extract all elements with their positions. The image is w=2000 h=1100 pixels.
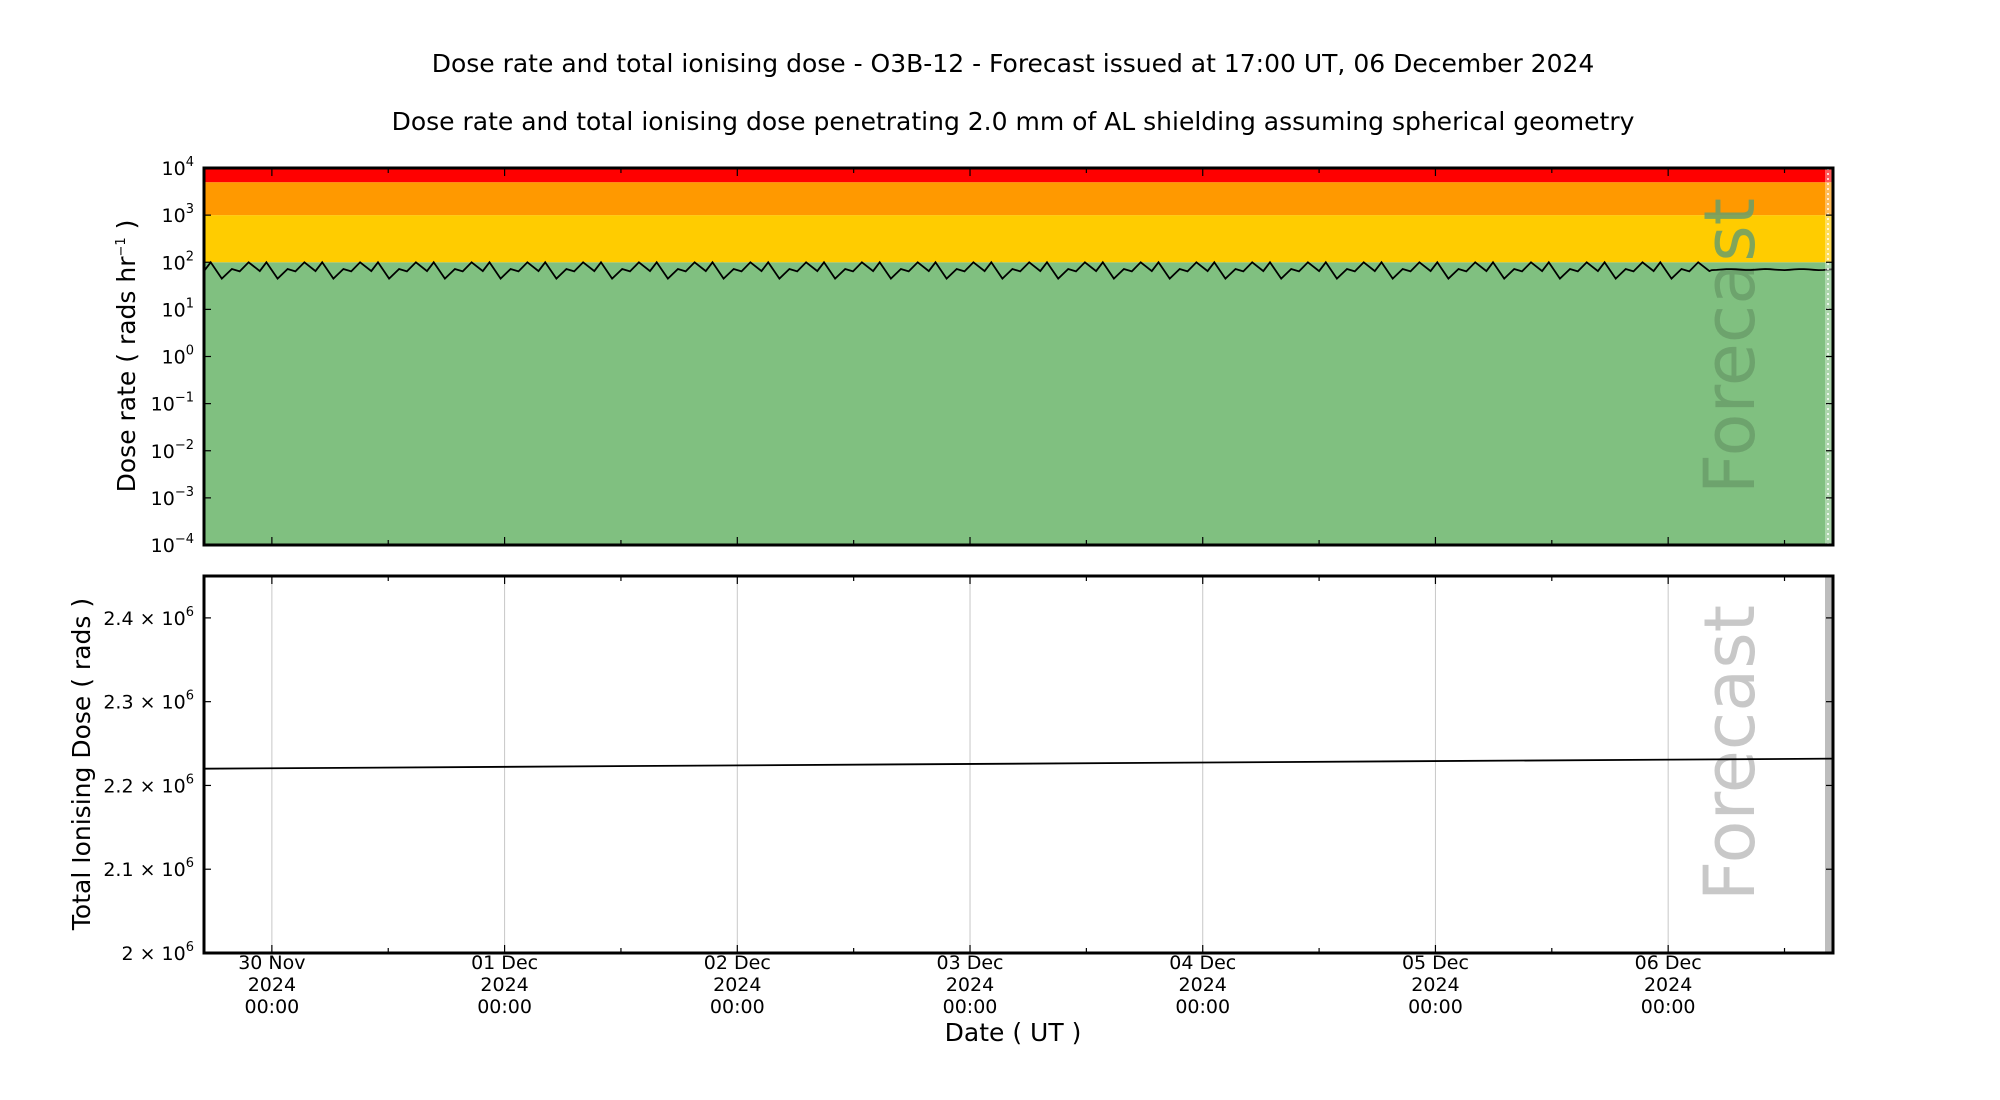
x-tick-day: 02 Dec [704,952,771,974]
y-tick-label: 2 × 106 [121,940,194,965]
y-tick-label: 10−3 [151,485,194,510]
y-tick-label: 2.3 × 106 [103,689,194,714]
x-tick-day: 01 Dec [471,952,538,974]
y-tick-label: 2.2 × 106 [103,772,194,797]
y-tick-label: 101 [162,296,194,321]
threshold-band-3 [204,168,1833,183]
y-tick-label: 100 [162,344,194,369]
forecast-region [1825,576,1833,953]
x-tick-time: 00:00 [1175,996,1230,1018]
x-tick-day: 06 Dec [1635,952,1702,974]
x-tick-time: 00:00 [477,996,532,1018]
x-tick-day: 05 Dec [1402,952,1469,974]
total-dose-frame [202,574,1835,955]
threshold-band-2 [204,182,1833,216]
forecast-label: Forecast [1689,198,1771,494]
y-axis-label: Dose rate ( rads hr−1 ) [112,220,141,493]
y-tick-label: 10−1 [151,391,194,416]
dose-rate-panel: Forecast 104 103 102 101 100 10−1 10−2 10−3 10−4 D… [112,155,1835,557]
x-tick-year: 2024 [946,974,994,996]
y-axis-label: Total Ionising Dose ( rads ) [67,598,96,931]
x-tick-year: 2024 [1179,974,1227,996]
x-tick-year: 2024 [1644,974,1692,996]
chart-subtitle: Dose rate and total ionising dose penetr… [392,107,1635,136]
x-tick-time: 00:00 [1408,996,1463,1018]
x-tick-time: 00:00 [1641,996,1696,1018]
chart-title: Dose rate and total ionising dose - O3B-… [432,49,1595,78]
y-tick-label: 2.4 × 106 [103,605,194,630]
y-tick-label: 2.1 × 106 [103,856,194,881]
dose-rate-line [203,260,1834,280]
y-tick-label: 10−4 [151,532,194,557]
x-tick-time: 00:00 [710,996,765,1018]
forecast-label: Forecast [1689,605,1771,901]
total-dose-panel: Forecast 2.4 × 106 2.3 × 106 2.2 × 106 2.1 ×… [67,574,1835,965]
x-tick-year: 2024 [480,974,528,996]
y-tick-label: 102 [162,249,194,274]
x-tick-year: 2024 [1411,974,1459,996]
x-tick-time: 00:00 [244,996,299,1018]
dose-rate-frame [202,166,1835,547]
x-tick-year: 2024 [248,974,296,996]
total-dose-line [203,757,1834,770]
x-tick-time: 00:00 [943,996,998,1018]
x-tick-day: 30 Nov [238,952,305,974]
x-tick-day: 03 Dec [937,952,1004,974]
threshold-band-1 [204,215,1833,263]
threshold-band-0 [204,262,1833,545]
y-tick-label: 104 [162,155,194,180]
y-tick-label: 103 [162,202,194,227]
y-tick-label: 10−2 [151,438,194,463]
x-tick-year: 2024 [713,974,761,996]
x-tick-day: 04 Dec [1169,952,1236,974]
x-axis-label: Date ( UT ) [945,1018,1082,1047]
